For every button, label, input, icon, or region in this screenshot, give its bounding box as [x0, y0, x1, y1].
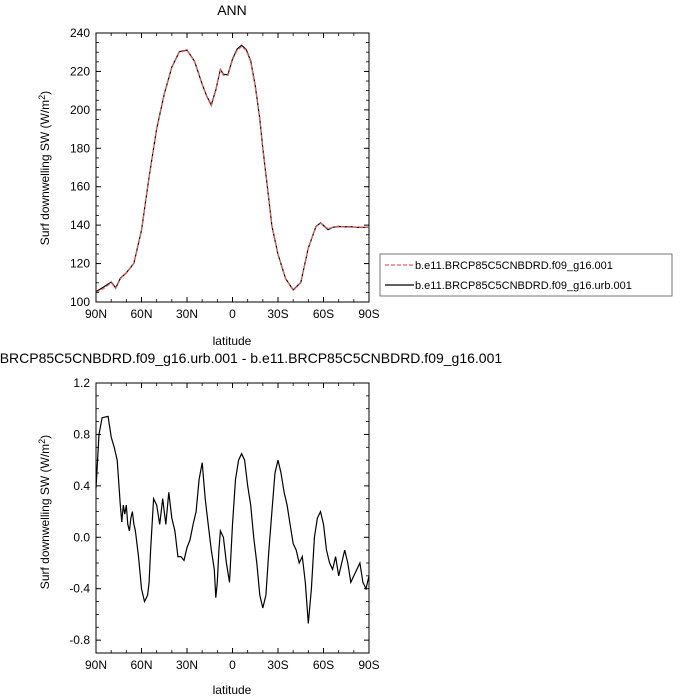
top-series-line-control	[95, 45, 369, 293]
bottom-y-ticks: -0.8 -0.4 0.0 0.4 0.8 1.2	[69, 376, 369, 647]
top-frame	[95, 32, 370, 303]
top-x-tick-label: 30N	[176, 307, 198, 321]
top-x-tick-label: 0	[229, 307, 236, 321]
bottom-series-line-urban	[95, 415, 370, 624]
bottom-chart: b.e11.BRCP85C5CNBDRD.f09_g16.urb.001 - b…	[0, 350, 502, 697]
bottom-x-ticks: 90N 60N 30N 0 30S 60S 90S	[85, 383, 380, 672]
bottom-y-tick-label: 1.2	[73, 376, 90, 390]
top-x-ticks: 90N 60N 30N 0 30S 60S 90S	[85, 33, 380, 321]
bottom-y-tick-label: -0.4	[69, 582, 90, 596]
legend-label-urban: b.e11.BRCP85C5CNBDRD.f09_g16.urb.001	[415, 280, 632, 292]
legend-box	[379, 253, 673, 297]
top-y-tick-label: 140	[70, 218, 90, 232]
top-x-tick-label: 90N	[85, 307, 107, 321]
bottom-y-tick-label: 0.4	[73, 479, 90, 493]
top-y-tick-label: 240	[70, 26, 90, 40]
top-y-tick-label: 200	[70, 103, 90, 117]
top-y-tick-label: 100	[70, 295, 90, 309]
top-x-tick-label: 60S	[313, 307, 334, 321]
top-y-ticks: 100 120 140 160 180 200 220 240	[70, 26, 369, 309]
top-y-tick-label: 160	[70, 180, 90, 194]
bottom-x-axis-label: latitude	[213, 683, 252, 697]
top-series-line-urban	[95, 44, 369, 293]
top-x-tick-label: 60N	[130, 307, 152, 321]
bottom-y-axis-label: Surf downwelling SW (W/m2)	[37, 435, 52, 589]
legend: b.e11.BRCP85C5CNBDRD.f09_g16.001 b.e11.B…	[379, 253, 673, 297]
bottom-x-tick-label: 60S	[313, 658, 334, 672]
top-plot-area	[95, 32, 370, 303]
top-x-tick-label: 30S	[267, 307, 288, 321]
top-chart-title: ANN	[217, 2, 247, 18]
bottom-chart-title: b.e11.BRCP85C5CNBDRD.f09_g16.urb.001 - b…	[0, 350, 502, 366]
bottom-x-tick-label: 30S	[267, 658, 288, 672]
bottom-y-tick-label: 0.0	[73, 530, 90, 544]
top-y-tick-label: 120	[70, 257, 90, 271]
bottom-x-tick-label: 90S	[358, 658, 379, 672]
bottom-x-tick-label: 90N	[85, 658, 107, 672]
top-y-tick-label: 180	[70, 141, 90, 155]
bottom-y-tick-label: -0.8	[69, 633, 90, 647]
bottom-plot-area	[95, 382, 370, 654]
bottom-x-tick-label: 60N	[130, 658, 152, 672]
bottom-x-tick-label: 0	[229, 658, 236, 672]
top-y-axis-label: Surf downwelling SW (W/m2)	[37, 91, 52, 245]
top-chart: ANN 90N 60N 30N 0 30S 60S 90S 100 120 140 160 180 2…	[37, 2, 380, 348]
top-x-axis-label: latitude	[213, 334, 252, 348]
top-x-tick-label: 90S	[358, 307, 379, 321]
legend-label-control: b.e11.BRCP85C5CNBDRD.f09_g16.001	[415, 260, 613, 272]
bottom-x-tick-label: 30N	[176, 658, 198, 672]
bottom-y-tick-label: 0.8	[73, 427, 90, 441]
top-y-tick-label: 220	[70, 64, 90, 78]
